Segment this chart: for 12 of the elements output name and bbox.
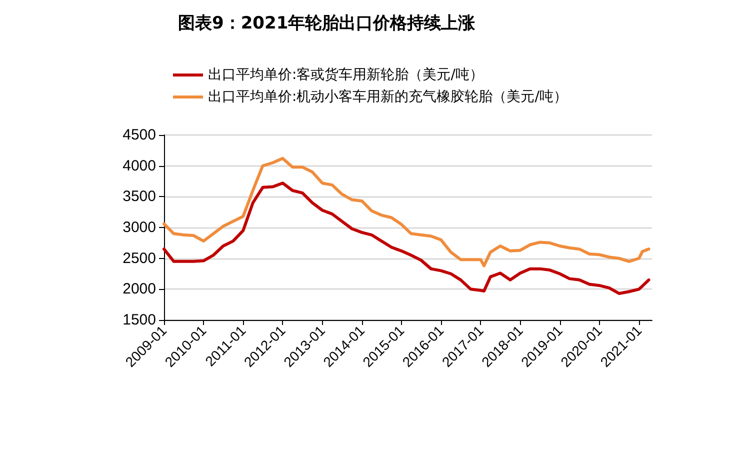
legend-label: 出口平均单价:客或货车用新轮胎（美元/吨）: [208, 67, 484, 83]
y-tick-label: 1500: [122, 312, 156, 328]
y-tick-label: 2000: [122, 280, 156, 298]
y-tick-label: 4500: [122, 126, 156, 144]
legend-label: 出口平均单价:机动小客车用新的充气橡胶轮胎（美元/吨）: [208, 89, 568, 105]
line-series: [162, 182, 650, 295]
y-tick-label: 4000: [122, 157, 156, 174]
line-series: [162, 156, 650, 268]
y-tick-label: 3000: [122, 219, 156, 236]
y-tick-label: 3500: [122, 188, 156, 206]
chart-title: 图表9：2021年轮胎出口价格持续上涨: [178, 14, 476, 34]
y-tick-label: 2500: [122, 250, 156, 267]
